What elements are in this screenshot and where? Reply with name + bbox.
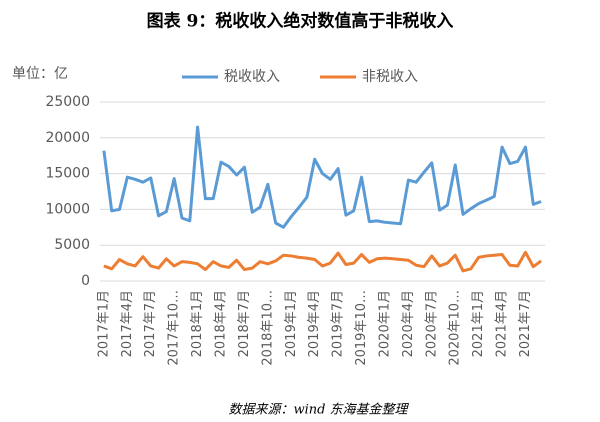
y-tick-label: 0 (81, 273, 90, 289)
x-tick-label: 2019年4月 (307, 290, 322, 357)
x-tick-label: 2021年7月 (518, 290, 533, 357)
legend-label: 非税收入 (362, 69, 418, 85)
x-tick-label: 2021年4月 (495, 290, 510, 357)
y-tick-label: 15000 (45, 166, 90, 182)
x-tick-label: 2017年7月 (143, 290, 158, 357)
x-tick-label: 2017年10… (167, 290, 182, 366)
x-tick-label: 2020年4月 (401, 290, 416, 357)
source: 数据来源：wind 东海基金整理 (228, 402, 409, 418)
x-tick-label: 2020年10… (448, 290, 463, 366)
legend-label: 税收收入 (224, 69, 280, 85)
y-tick-label: 25000 (45, 94, 90, 110)
y-tick-label: 10000 (45, 201, 90, 217)
x-tick-label: 2021年1月 (471, 290, 486, 357)
x-tick-label: 2017年1月 (96, 290, 111, 357)
x-tick-label: 2018年10… (260, 290, 275, 366)
y-axis-label: 单位：亿 (12, 66, 68, 82)
x-tick-label: 2020年1月 (377, 290, 392, 357)
x-tick-label: 2020年7月 (424, 290, 439, 357)
series-line (103, 250, 542, 273)
x-tick-label: 2019年10… (354, 290, 369, 366)
x-tick-label: 2017年4月 (120, 290, 135, 357)
x-tick-label: 2019年7月 (331, 290, 346, 357)
x-tick-label: 2019年1月 (284, 290, 299, 357)
x-tick-label: 2018年1月 (190, 290, 205, 357)
x-tick-label: 2018年7月 (237, 290, 252, 357)
chart-title: 图表 9：税收收入绝对数值高于非税收入 (147, 11, 454, 32)
series-line (102, 125, 542, 229)
y-tick-label: 5000 (54, 237, 90, 253)
y-tick-label: 20000 (45, 130, 90, 146)
x-tick-label: 2018年4月 (214, 290, 229, 357)
